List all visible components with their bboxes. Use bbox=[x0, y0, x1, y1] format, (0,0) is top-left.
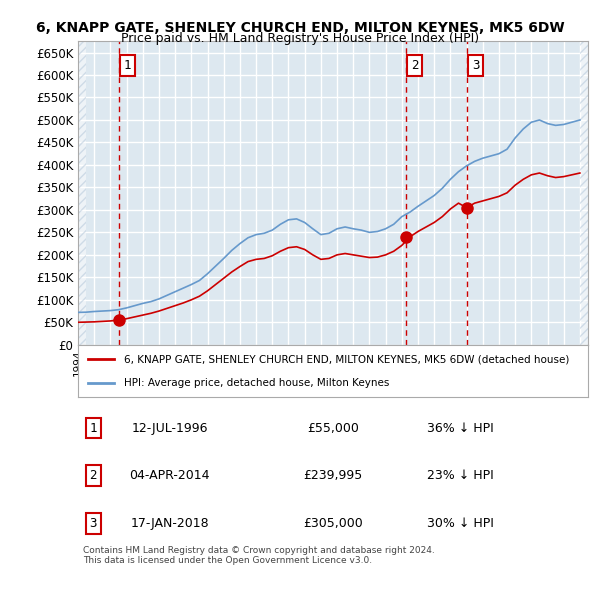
Text: 1: 1 bbox=[124, 59, 131, 72]
Text: 6, KNAPP GATE, SHENLEY CHURCH END, MILTON KEYNES, MK5 6DW (detached house): 6, KNAPP GATE, SHENLEY CHURCH END, MILTO… bbox=[124, 355, 569, 365]
Text: 2: 2 bbox=[89, 469, 97, 482]
Text: 12-JUL-1996: 12-JUL-1996 bbox=[131, 422, 208, 435]
Text: Contains HM Land Registry data © Crown copyright and database right 2024.
This d: Contains HM Land Registry data © Crown c… bbox=[83, 546, 435, 565]
Text: 23% ↓ HPI: 23% ↓ HPI bbox=[427, 469, 494, 482]
Text: 36% ↓ HPI: 36% ↓ HPI bbox=[427, 422, 494, 435]
Bar bbox=[580, 41, 588, 345]
Text: 1: 1 bbox=[89, 422, 97, 435]
Text: HPI: Average price, detached house, Milton Keynes: HPI: Average price, detached house, Milt… bbox=[124, 378, 389, 388]
Text: 2: 2 bbox=[411, 59, 418, 72]
Text: £239,995: £239,995 bbox=[304, 469, 362, 482]
Text: £55,000: £55,000 bbox=[307, 422, 359, 435]
Text: 30% ↓ HPI: 30% ↓ HPI bbox=[427, 517, 494, 530]
Text: £305,000: £305,000 bbox=[303, 517, 363, 530]
Text: 6, KNAPP GATE, SHENLEY CHURCH END, MILTON KEYNES, MK5 6DW: 6, KNAPP GATE, SHENLEY CHURCH END, MILTO… bbox=[35, 21, 565, 35]
Text: 17-JAN-2018: 17-JAN-2018 bbox=[130, 517, 209, 530]
Text: 3: 3 bbox=[89, 517, 97, 530]
Text: 3: 3 bbox=[472, 59, 479, 72]
Bar bbox=[78, 41, 86, 345]
Text: Price paid vs. HM Land Registry's House Price Index (HPI): Price paid vs. HM Land Registry's House … bbox=[121, 32, 479, 45]
Text: 04-APR-2014: 04-APR-2014 bbox=[130, 469, 210, 482]
